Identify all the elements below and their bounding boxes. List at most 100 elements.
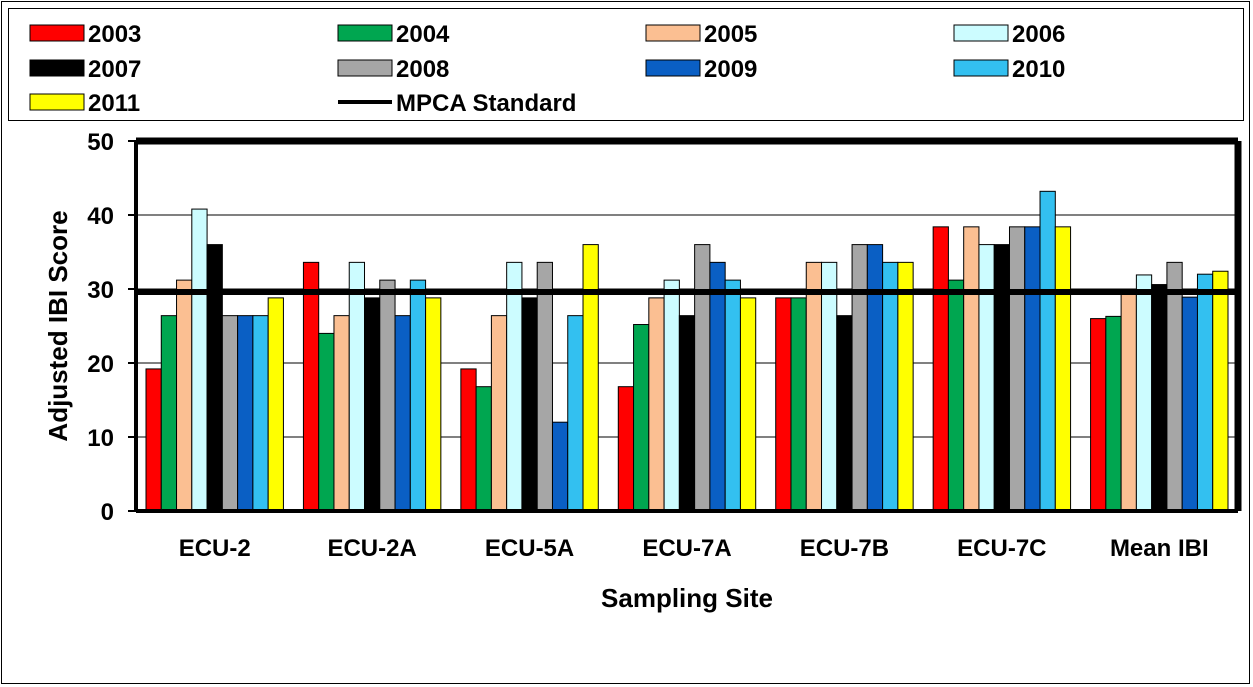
bar-2010-ecu-7a — [724, 279, 741, 512]
legend-label-2005: 2005 — [704, 21, 757, 48]
bar-2008-ecu-2 — [221, 315, 239, 512]
bar-2005-mean-ibi — [1120, 291, 1137, 512]
bar-2005-ecu-2 — [176, 279, 193, 512]
legend-swatch-2006 — [953, 24, 1009, 42]
legend-label-2007: 2007 — [88, 56, 141, 83]
bar-2009-ecu-7b — [866, 244, 884, 512]
bar-2008-mean-ibi — [1166, 261, 1183, 512]
bar-2004-ecu-7b — [790, 297, 807, 512]
bar-2008-ecu-5a — [536, 261, 553, 512]
x-tick-label-ecu-7b: ECU-7B — [800, 535, 889, 562]
legend-label-2006: 2006 — [1012, 21, 1065, 48]
y-tick-label-10: 10 — [87, 425, 114, 452]
legend-swatch-2005 — [645, 24, 701, 42]
bar-2004-ecu-2a — [318, 332, 335, 512]
x-tick-label-ecu-2: ECU-2 — [179, 535, 251, 562]
bar-2010-ecu-2 — [252, 315, 269, 512]
bar-2003-ecu-7b — [775, 297, 792, 512]
bar-2004-ecu-2 — [160, 315, 178, 512]
bar-2010-ecu-2a — [409, 279, 427, 512]
bar-2011-ecu-2a — [425, 297, 442, 512]
y-axis-title: Adjusted IBI Score — [43, 210, 73, 441]
bar-2007-ecu-7b — [836, 315, 853, 512]
legend-swatch-2003 — [29, 24, 85, 42]
legend-label-2009: 2009 — [704, 56, 757, 83]
x-tick-label-ecu-2a: ECU-2A — [327, 535, 416, 562]
bar-2010-ecu-5a — [567, 315, 584, 512]
bar-2003-ecu-2 — [145, 368, 162, 512]
bar-2011-ecu-2 — [267, 297, 284, 512]
bar-2009-ecu-2a — [394, 315, 411, 512]
legend-label-2004: 2004 — [396, 21, 450, 48]
bar-2003-ecu-7c — [932, 226, 949, 512]
bar-2003-ecu-5a — [460, 368, 477, 512]
bar-2007-mean-ibi — [1151, 284, 1168, 512]
legend-swatch-2007 — [29, 59, 85, 77]
bar-2003-ecu-7a — [617, 386, 635, 512]
bar-2007-ecu-2a — [364, 297, 381, 512]
bar-2006-ecu-7b — [821, 261, 838, 512]
y-tick-label-50: 50 — [87, 129, 114, 156]
y-tick-label-40: 40 — [87, 203, 114, 230]
x-tick-label-mean-ibi: Mean IBI — [1110, 535, 1209, 562]
bar-2005-ecu-5a — [490, 315, 508, 512]
bar-2009-ecu-7a — [709, 261, 726, 512]
legend-swatch-2008 — [337, 59, 393, 77]
x-tick-label-ecu-5a: ECU-5A — [485, 535, 574, 562]
bar-2009-ecu-7c — [1024, 226, 1041, 512]
bar-2010-ecu-7c — [1039, 190, 1056, 512]
bar-2007-ecu-2 — [206, 244, 223, 512]
bar-2010-mean-ibi — [1196, 273, 1214, 512]
legend-swatch-2009 — [645, 59, 701, 77]
bar-2008-ecu-7c — [1008, 226, 1026, 512]
bar-2008-ecu-2a — [379, 279, 396, 512]
bar-2011-ecu-5a — [582, 244, 599, 512]
x-tick-label-ecu-7a: ECU-7A — [642, 535, 731, 562]
bar-2004-ecu-5a — [475, 386, 492, 512]
bar-2008-ecu-7b — [851, 244, 868, 512]
bar-2009-ecu-5a — [551, 421, 569, 512]
bar-2005-ecu-7a — [648, 297, 665, 512]
legend-label-2011: 2011 — [88, 90, 140, 117]
bar-2004-ecu-7a — [633, 324, 650, 512]
bar-2011-ecu-7c — [1054, 226, 1072, 512]
bar-2003-ecu-2a — [302, 261, 320, 512]
bar-2004-ecu-7c — [947, 279, 965, 512]
legend-label-mpca-standard: MPCA Standard — [396, 90, 576, 117]
legend-box — [8, 8, 1244, 121]
bar-2007-ecu-7c — [993, 244, 1010, 512]
bar-2009-mean-ibi — [1181, 296, 1198, 512]
legend-swatch-2004 — [337, 24, 393, 42]
bar-2010-ecu-7b — [882, 261, 899, 512]
y-tick-label-0: 0 — [101, 499, 114, 526]
y-tick-label-30: 30 — [87, 277, 114, 304]
bar-2007-ecu-5a — [521, 297, 538, 512]
bar-2006-ecu-2a — [348, 261, 366, 512]
bar-2009-ecu-2 — [237, 315, 254, 512]
legend-label-2008: 2008 — [396, 56, 449, 83]
bar-2011-ecu-7b — [897, 261, 914, 512]
bar-2011-ecu-7a — [739, 297, 757, 512]
bar-2006-ecu-7c — [978, 244, 995, 512]
bar-2006-mean-ibi — [1135, 274, 1153, 512]
legend-swatch-2010 — [953, 59, 1009, 77]
bar-2007-ecu-7a — [678, 315, 696, 512]
bar-2004-mean-ibi — [1105, 315, 1122, 512]
bar-2005-ecu-7c — [963, 226, 980, 512]
legend-swatch-2011 — [29, 93, 85, 111]
x-tick-label-ecu-7c: ECU-7C — [957, 535, 1046, 562]
bar-2008-ecu-7a — [694, 244, 711, 512]
bar-2006-ecu-2 — [191, 208, 208, 512]
legend-label-2003: 2003 — [88, 21, 141, 48]
bar-2005-ecu-7b — [805, 261, 823, 512]
y-tick-label-20: 20 — [87, 351, 114, 378]
bar-2011-mean-ibi — [1212, 270, 1229, 512]
bar-2005-ecu-2a — [333, 315, 350, 512]
bar-2003-mean-ibi — [1090, 318, 1107, 512]
bar-2006-ecu-5a — [506, 261, 523, 512]
legend-label-2010: 2010 — [1012, 56, 1065, 83]
x-axis-title: Sampling Site — [601, 583, 773, 613]
